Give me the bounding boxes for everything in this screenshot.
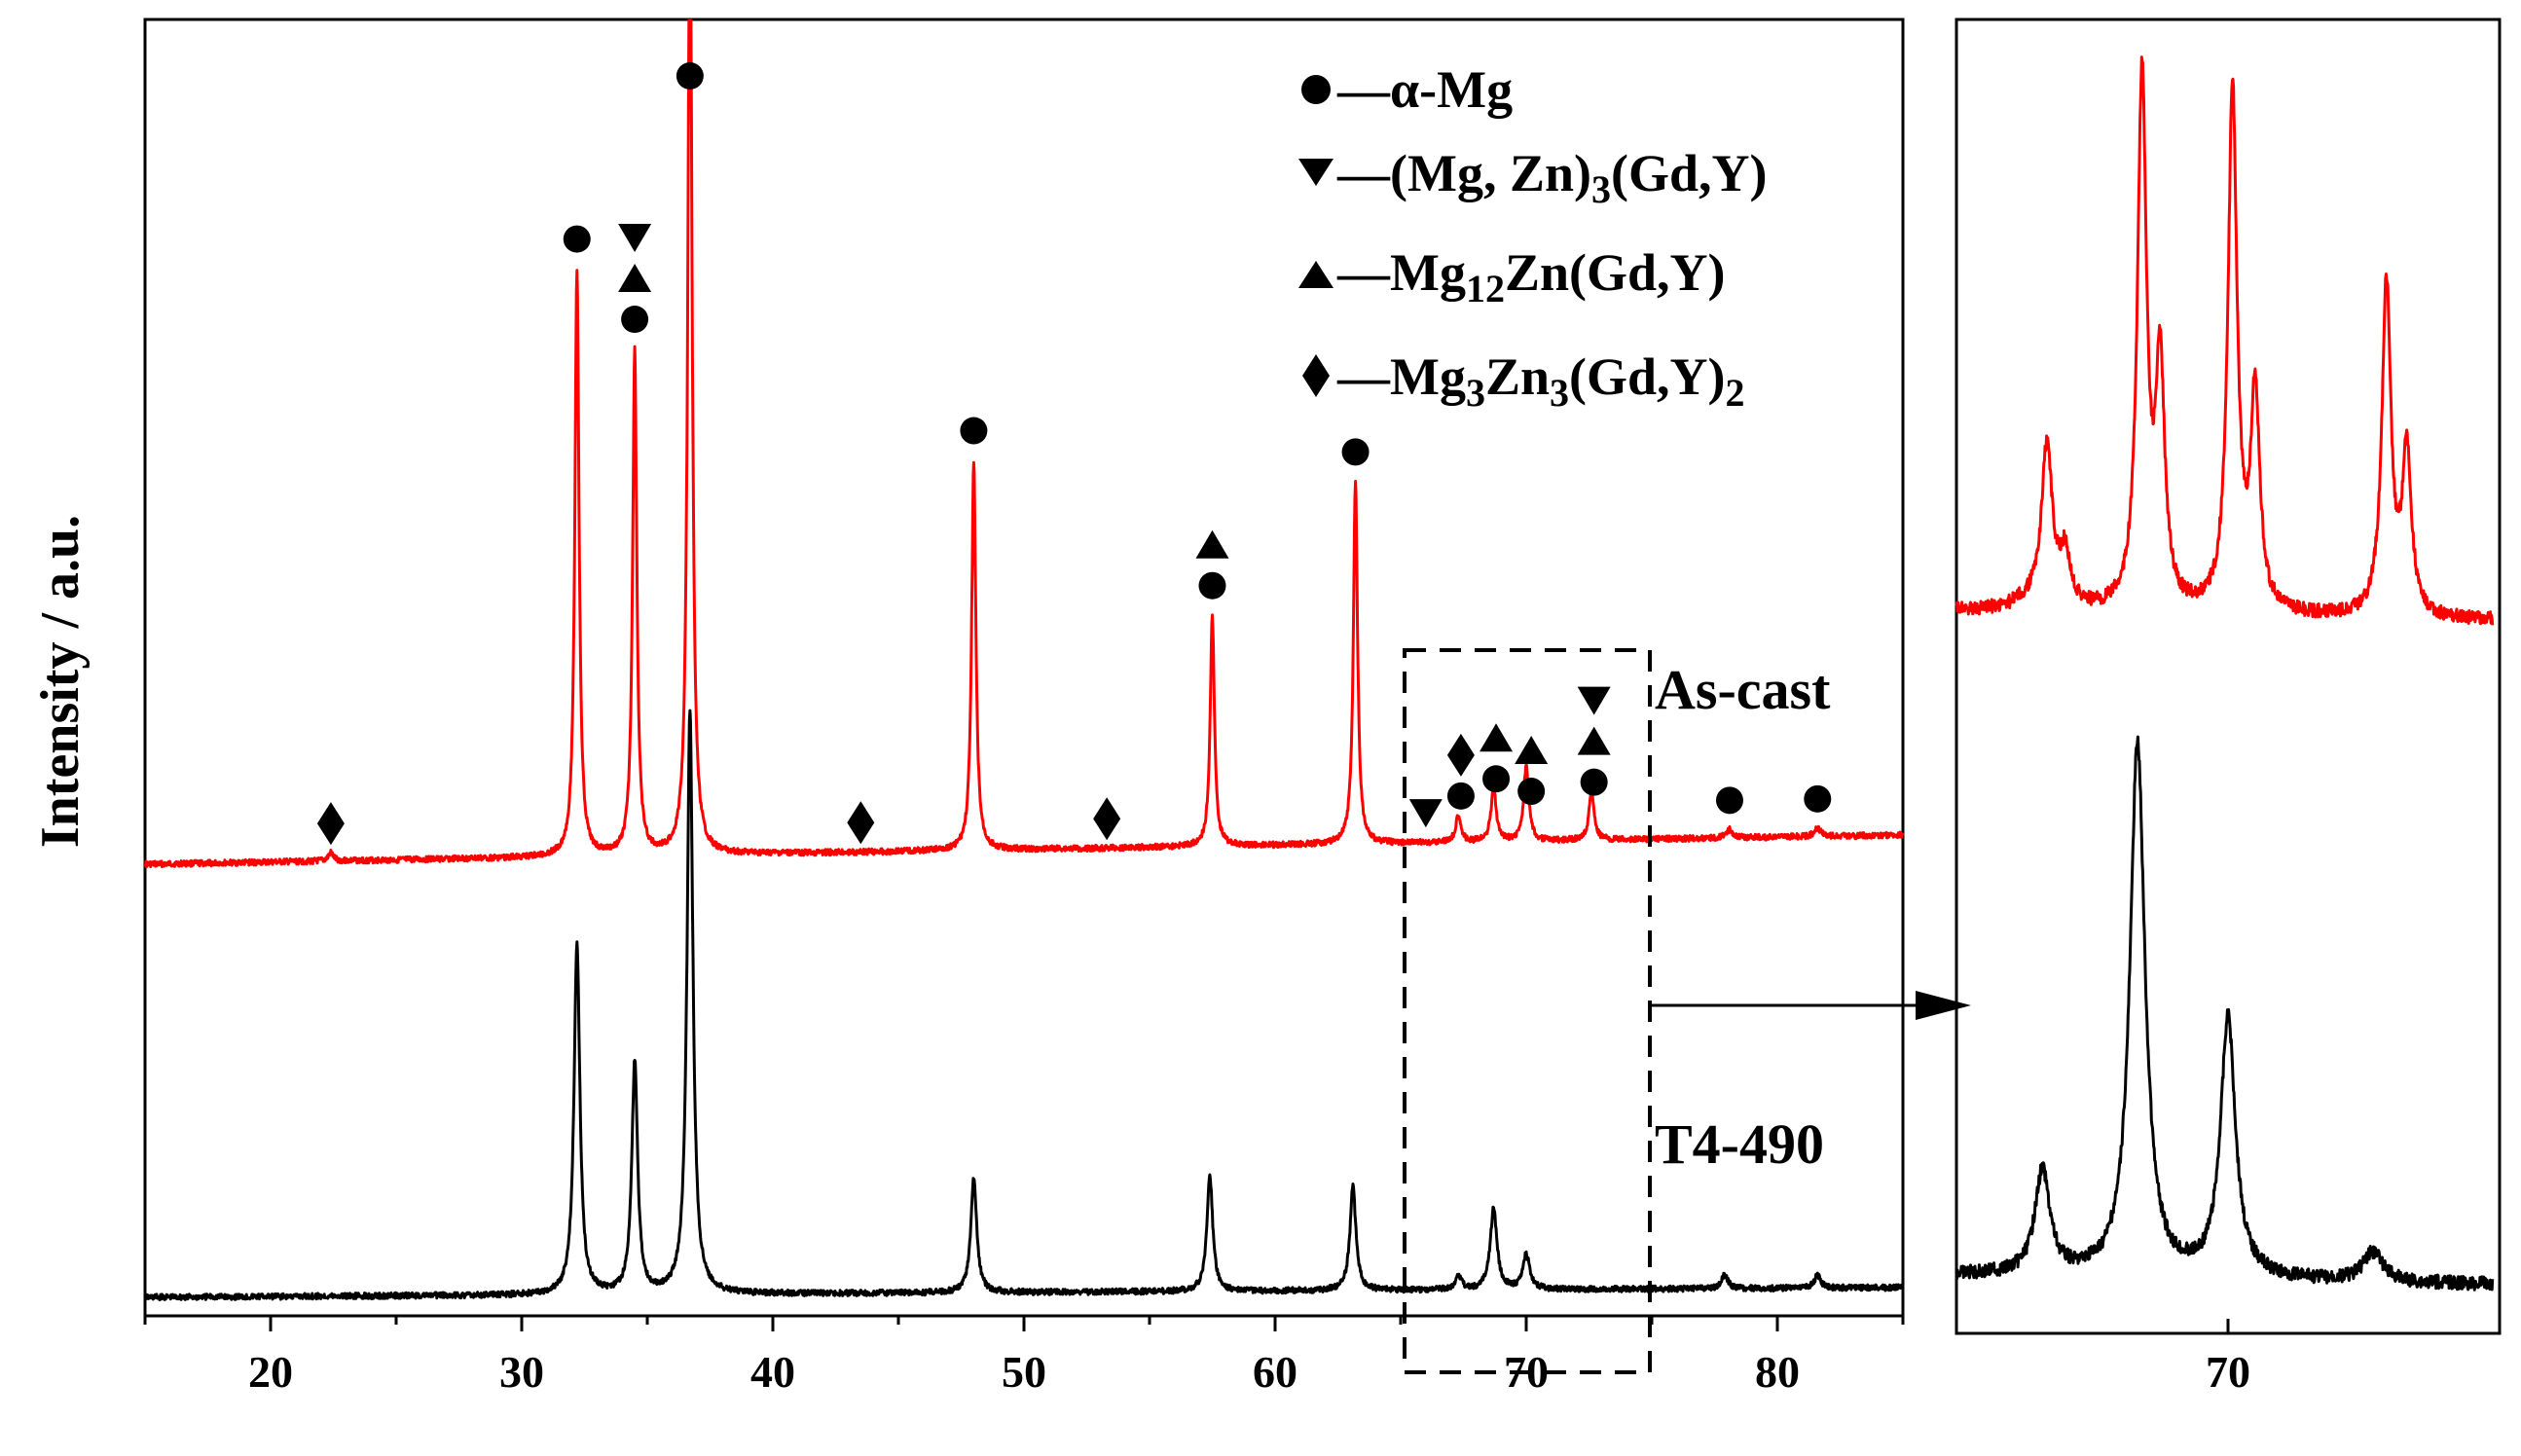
inset-tick-label-70: 70: [2206, 1347, 2250, 1397]
main-x-tick-labels: 20 30 40 50 60 70 80: [248, 1347, 1800, 1397]
phase-marker-diamond: [316, 802, 345, 846]
phase-marker-circle: [1804, 784, 1832, 813]
tick-label-50: 50: [1002, 1347, 1046, 1397]
tick-label-40: 40: [750, 1347, 795, 1397]
phase-marker-circle: [1517, 778, 1546, 806]
legend-tri-up-icon: [1298, 261, 1334, 288]
phase-marker-circle: [1341, 438, 1370, 466]
phase-marker-tri-up: [618, 264, 652, 293]
phase-marker-circle: [621, 306, 649, 334]
legend-label-mg12zn-gdy: —Mg12Zn(Gd,Y): [1336, 243, 1726, 310]
phase-marker-tri-down: [1408, 799, 1443, 828]
main-plot-frame: [143, 18, 1905, 1318]
phase-marker-circle: [960, 417, 988, 445]
tick-label-60: 60: [1253, 1347, 1297, 1397]
phase-marker-tri-up: [1480, 723, 1514, 752]
phase-marker-circle: [563, 225, 591, 253]
inset-series-as-cast-line: [1955, 55, 2495, 626]
legend-circle-icon: [1301, 75, 1331, 104]
label-as-cast: As-cast: [1655, 658, 1831, 721]
legend-label-mg-zn3-gdy: —(Mg, Zn)3(Gd,Y): [1336, 144, 1767, 211]
series-t4-490-line: [143, 709, 1905, 1302]
phase-marker-tri-down: [618, 224, 652, 253]
phase-marker-circle: [676, 62, 704, 90]
legend-tri-down-icon: [1298, 159, 1334, 186]
legend: —α-Mg —(Mg, Zn)3(Gd,Y) —Mg12Zn(Gd,Y) —Mg…: [1298, 60, 1767, 415]
phase-marker-diamond: [847, 801, 875, 845]
legend-diamond-icon: [1302, 354, 1330, 397]
phase-marker-circle: [1198, 571, 1226, 600]
series-as-cast-line: [144, 18, 1905, 869]
phase-marker-tri-up: [1195, 529, 1229, 559]
main-x-ticks: [143, 1316, 1905, 1331]
phase-marker-circle: [1446, 782, 1475, 810]
legend-label-alpha-mg: —α-Mg: [1336, 60, 1513, 119]
phase-marker-circle: [1482, 765, 1511, 793]
tick-label-80: 80: [1755, 1347, 1800, 1397]
zoom-region-box: [1403, 648, 1652, 1374]
inset-series-t4-490-line: [1955, 735, 2495, 1292]
phase-marker-tri-up: [1515, 736, 1549, 765]
label-t4-490: T4-490: [1655, 1112, 1824, 1176]
phase-marker-circle: [1715, 786, 1743, 815]
legend-label-mg3zn3-gdy2: —Mg3Zn3(Gd,Y)2: [1336, 347, 1745, 415]
tick-label-20: 20: [248, 1347, 293, 1397]
phase-markers: [316, 62, 1832, 846]
phase-marker-circle: [1580, 768, 1608, 796]
y-axis-label: Intensity / a.u.: [30, 515, 91, 848]
phase-marker-tri-up: [1577, 726, 1611, 755]
phase-marker-tri-down: [1577, 686, 1611, 715]
phase-marker-diamond: [1446, 733, 1475, 777]
tick-label-30: 30: [499, 1347, 544, 1397]
zoom-arrow-head: [1916, 991, 1971, 1020]
phase-marker-diamond: [1093, 797, 1121, 841]
